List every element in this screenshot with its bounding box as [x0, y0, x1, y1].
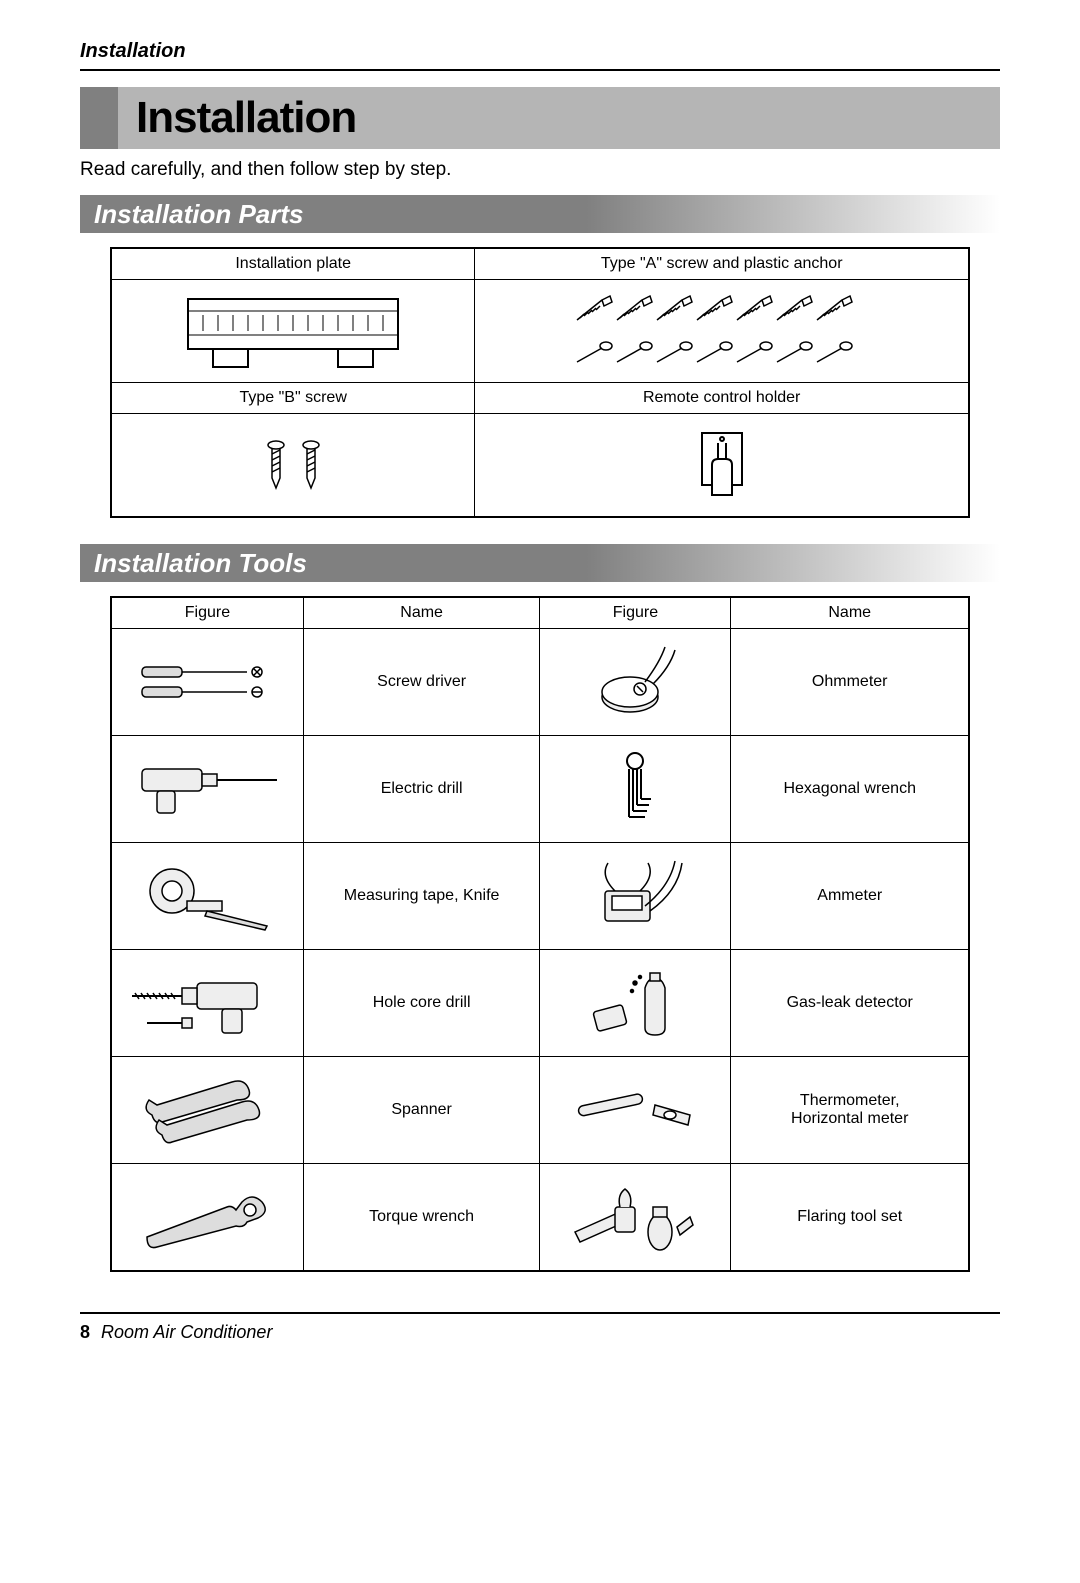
running-header: Installation [80, 40, 1000, 71]
parts-table: Installation plate Type "A" screw and pl… [110, 247, 970, 518]
tool-name: Gas-leak detector [731, 950, 969, 1057]
tool-name: Measuring tape, Knife [303, 843, 540, 950]
footer: 8 Room Air Conditioner [80, 1312, 1000, 1343]
col-header: Figure [540, 597, 731, 629]
tool-name: Hexagonal wrench [731, 736, 969, 843]
tool-name: Electric drill [303, 736, 540, 843]
title-bar: Installation [80, 87, 1000, 149]
page-number: 8 [80, 1322, 90, 1342]
tool-name: Ohmmeter [731, 629, 969, 736]
tool-name: Screw driver [303, 629, 540, 736]
type-b-screws-icon [243, 435, 343, 495]
tool-name: Hole core drill [303, 950, 540, 1057]
part-figure [475, 414, 969, 518]
tool-name: Thermometer, Horizontal meter [731, 1057, 969, 1164]
title-tab [80, 87, 118, 149]
part-figure [111, 414, 475, 518]
page: Installation Installation Read carefully… [0, 0, 1080, 1373]
torque-wrench-icon [132, 1182, 282, 1252]
screw-anchor-set-icon [572, 292, 872, 370]
part-label: Installation plate [111, 248, 475, 280]
part-label: Remote control holder [475, 383, 969, 414]
tool-name: Torque wrench [303, 1164, 540, 1272]
hex-wrench-icon [605, 749, 665, 829]
section-heading-tools: Installation Tools [80, 544, 1000, 582]
thermo-level-icon [570, 1085, 700, 1135]
screwdriver-icon [137, 657, 277, 707]
col-header: Name [731, 597, 969, 629]
gas-detector-icon [580, 963, 690, 1043]
col-header: Name [303, 597, 540, 629]
electric-drill-icon [132, 754, 282, 824]
ammeter-icon [580, 851, 690, 941]
part-label: Type "B" screw [111, 383, 475, 414]
section-heading-parts: Installation Parts [80, 195, 1000, 233]
footer-title: Room Air Conditioner [101, 1322, 272, 1342]
tools-table: Figure Name Figure Name Screw driver [110, 596, 970, 1272]
tool-name: Flaring tool set [731, 1164, 969, 1272]
tool-name: Ammeter [731, 843, 969, 950]
part-label: Type "A" screw and plastic anchor [475, 248, 969, 280]
tool-name: Spanner [303, 1057, 540, 1164]
ohmmeter-icon [585, 642, 685, 722]
page-title: Installation [118, 87, 356, 149]
part-figure [111, 280, 475, 383]
part-figure [475, 280, 969, 383]
col-header: Figure [111, 597, 303, 629]
spanner-icon [137, 1070, 277, 1150]
installation-plate-icon [183, 291, 403, 371]
core-drill-icon [127, 963, 287, 1043]
flaring-tool-icon [565, 1177, 705, 1257]
tape-knife-icon [137, 856, 277, 936]
remote-holder-icon [682, 425, 762, 505]
intro-text: Read carefully, and then follow step by … [80, 159, 1000, 181]
